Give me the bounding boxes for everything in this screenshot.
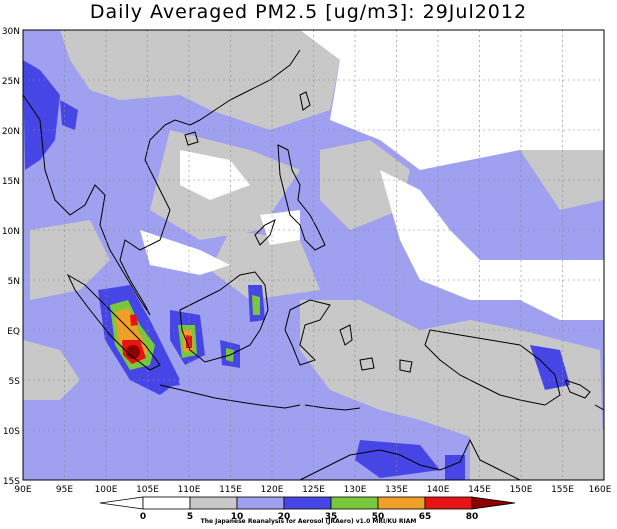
lon-label: 100E: [95, 485, 118, 495]
lon-label: 110E: [178, 485, 201, 495]
colorbar-label: 35: [325, 512, 338, 522]
lat-label: 15N: [2, 177, 20, 187]
colorbar-cell: [236, 496, 285, 510]
colorbar-label: 10: [231, 512, 244, 522]
gridlines: [23, 30, 604, 480]
credit-line: The Japanese Reanalysis for Aerosol (JRA…: [200, 518, 417, 525]
lon-label: 160E: [589, 485, 612, 495]
lat-label: EQ: [7, 327, 20, 337]
lon-label: 105E: [136, 485, 159, 495]
field-darkred: [126, 345, 140, 359]
lat-label: 30N: [2, 27, 20, 37]
colorbar-cell: [99, 496, 144, 510]
colorbar-cell: [377, 496, 426, 510]
lon-label: 125E: [302, 485, 325, 495]
lat-label: 5S: [9, 377, 21, 387]
plot-frame: [22, 29, 605, 481]
lon-label: 120E: [261, 485, 284, 495]
lat-label: 15S: [3, 477, 20, 487]
map-title: Daily Averaged PM2.5 [ug/m3]: 29Jul2012: [89, 1, 528, 23]
colorbar-label: 50: [372, 512, 385, 522]
colorbar-cell: [189, 496, 238, 510]
lon-label: 135E: [385, 485, 408, 495]
lon-label: 130E: [344, 485, 367, 495]
colorbar-label: 0: [140, 512, 146, 522]
colorbar-cell: [471, 496, 516, 510]
coastlines: [23, 49, 604, 480]
colorbar-label: 80: [466, 512, 479, 522]
colorbar-label: 20: [278, 512, 291, 522]
lon-label: 115E: [219, 485, 242, 495]
lon-label: 145E: [468, 485, 491, 495]
lon-label: 140E: [427, 485, 450, 495]
colorbar-label: 5: [187, 512, 193, 522]
lat-label: 10N: [2, 227, 20, 237]
colorbar-cell: [283, 496, 332, 510]
lon-label: 95E: [56, 485, 73, 495]
lat-label: 10S: [3, 427, 20, 437]
lat-labels: 30N 25N 20N 15N 10N 5N EQ 5S 10S 15S: [2, 27, 20, 487]
colorbar-label: 65: [419, 512, 432, 522]
colorbar-cell: [330, 496, 379, 510]
lat-label: 20N: [2, 127, 20, 137]
lat-label: 5N: [8, 277, 20, 287]
lat-label: 25N: [2, 77, 20, 87]
lon-label: 90E: [14, 485, 31, 495]
lon-label: 155E: [551, 485, 574, 495]
field-gray: [23, 30, 604, 480]
field-white: [140, 30, 604, 320]
lon-labels: 90E 95E 100E 105E 110E 115E 120E 125E 13…: [14, 485, 611, 495]
colorbar-cell: [142, 496, 191, 510]
colorbar-labels: 0 5 10 20 35 50 65 80: [140, 512, 478, 522]
colorbar-cell: [424, 496, 473, 510]
lon-label: 150E: [510, 485, 533, 495]
colorbar: [99, 496, 516, 510]
